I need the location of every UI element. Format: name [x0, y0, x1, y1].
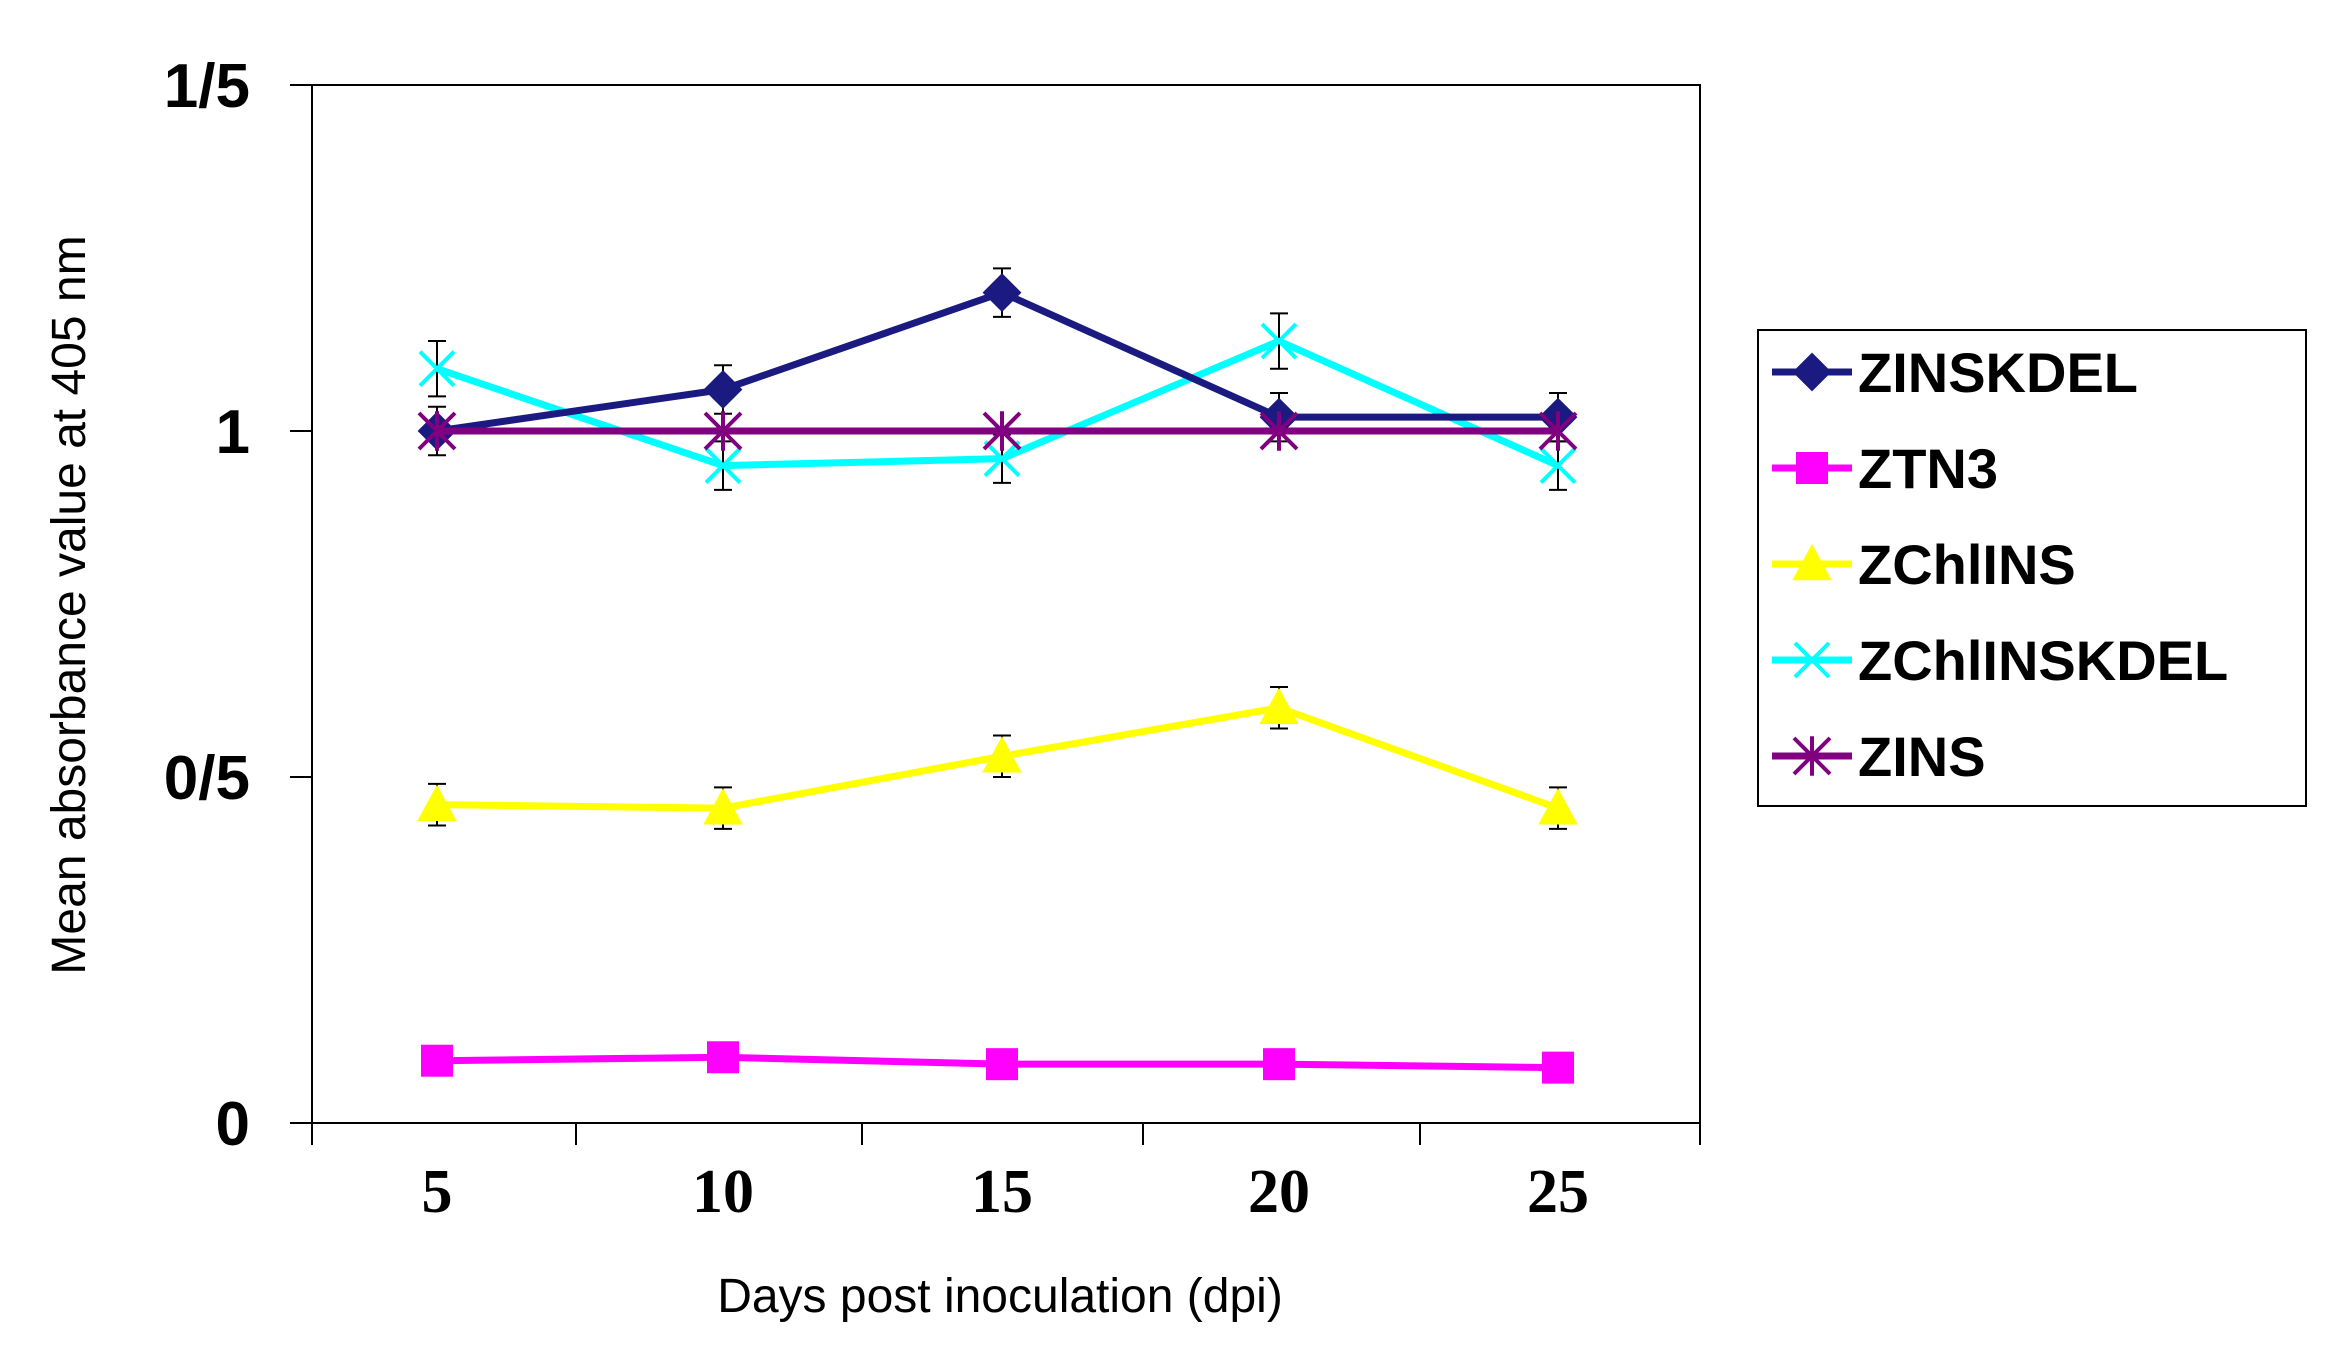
series-ZTN3 — [421, 1041, 1574, 1084]
legend-marker — [1792, 352, 1832, 392]
data-point — [1538, 411, 1578, 451]
data-point — [982, 411, 1022, 451]
data-point — [704, 447, 742, 485]
legend-label: ZINS — [1858, 725, 1986, 788]
data-point — [703, 788, 743, 825]
x-tick-label: 25 — [1527, 1158, 1589, 1226]
x-tick-label: 15 — [971, 1158, 1033, 1226]
legend-entry: ZINS — [1772, 725, 1986, 788]
tick-labels: 0 0/5 1 1/5 5 10 15 20 25 — [164, 52, 1589, 1226]
x-axis-label: Days post inoculation (dpi) — [717, 1270, 1283, 1323]
legend-box — [1757, 329, 2307, 807]
data-point — [421, 1044, 453, 1077]
data-point — [703, 370, 743, 409]
data-point — [1259, 687, 1299, 725]
data-point — [982, 273, 1022, 313]
data-point — [707, 1041, 739, 1074]
legend-items: ZINSKDEL ZTN3 ZChlINS ZChlINSKDEL ZINS — [1772, 341, 2228, 788]
legend-label: ZTN3 — [1858, 437, 1998, 500]
data-point — [1259, 411, 1299, 451]
data-point — [418, 350, 456, 388]
legend-entry: ZChlINS — [1772, 533, 2076, 596]
legend-marker — [1796, 452, 1828, 484]
legend-entry: ZTN3 — [1772, 437, 1998, 500]
legend-label: ZINSKDEL — [1858, 341, 2138, 404]
y-tick-label: 1/5 — [164, 52, 250, 121]
data-point — [982, 736, 1022, 773]
plot-area — [311, 84, 1701, 1124]
data-point — [983, 440, 1021, 478]
series-ZChlINS — [417, 686, 1578, 830]
data-point — [1538, 788, 1578, 825]
x-tick-label: 20 — [1248, 1158, 1310, 1226]
x-tick-label: 5 — [422, 1158, 453, 1226]
data-point — [417, 784, 457, 821]
x-tick-label: 10 — [692, 1158, 754, 1226]
data-point — [1542, 1051, 1574, 1084]
legend-marker — [1792, 736, 1832, 776]
legend-marker — [1793, 641, 1831, 679]
series-ZINS — [417, 411, 1578, 451]
legend: ZINSKDEL ZTN3 ZChlINS ZChlINSKDEL ZINS — [1757, 329, 2307, 807]
y-tick-label: 0/5 — [164, 744, 250, 813]
axes — [290, 84, 1701, 1145]
data-point — [703, 411, 743, 451]
data-point — [986, 1048, 1018, 1081]
data-point — [417, 411, 457, 451]
data-point — [1260, 322, 1298, 360]
data-point — [1263, 1048, 1295, 1081]
legend-label: ZChlINS — [1858, 533, 2076, 596]
legend-label: ZChlINSKDEL — [1858, 629, 2228, 692]
series-lines — [417, 267, 1578, 1084]
legend-entry: ZINSKDEL — [1772, 341, 2138, 404]
y-axis-label: Mean absorbance value at 405 nm — [43, 235, 96, 974]
legend-marker — [1792, 543, 1832, 581]
y-tick-label: 1 — [216, 398, 250, 467]
legend-entry: ZChlINSKDEL — [1772, 629, 2228, 692]
y-tick-label: 0 — [216, 1090, 250, 1159]
data-point — [1539, 447, 1577, 485]
